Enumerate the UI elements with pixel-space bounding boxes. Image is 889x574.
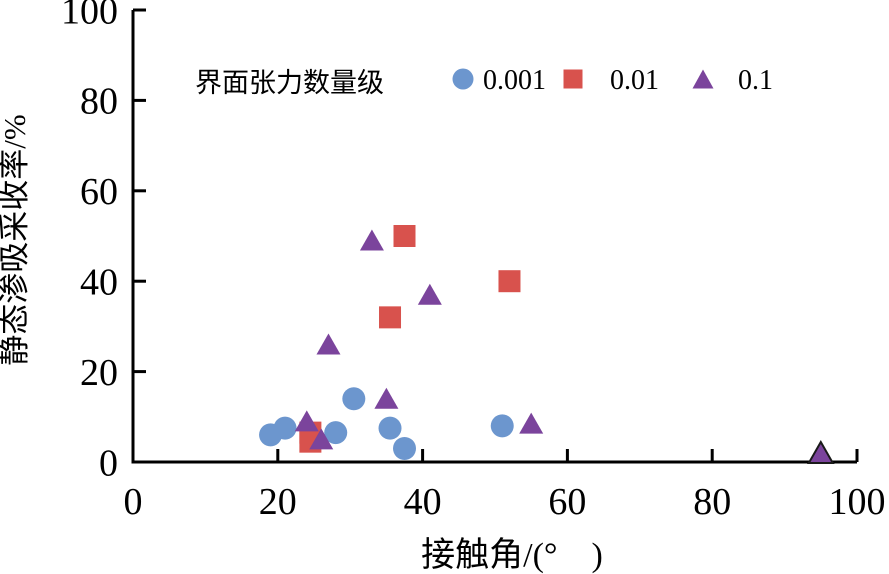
- data-point-triangle: [807, 439, 835, 464]
- x-tick-label: 0: [124, 481, 143, 523]
- y-tick-label: 100: [61, 0, 118, 32]
- data-point-triangle: [294, 410, 319, 432]
- y-tick-label: 0: [99, 442, 118, 484]
- data-point-circle: [393, 436, 416, 460]
- legend-label-0001: 0.001: [483, 65, 546, 96]
- legend-label-001: 0.01: [610, 65, 659, 96]
- data-point-circle: [324, 421, 348, 445]
- y-tick-label: 20: [80, 352, 118, 394]
- data-point-triangle: [359, 229, 384, 251]
- data-point-triangle: [417, 283, 442, 305]
- y-axis-title: 静态渗吸采收率/%: [0, 114, 32, 365]
- x-tick-label: 20: [259, 481, 297, 523]
- y-tick-label: 40: [80, 262, 118, 304]
- data-point-square: [393, 225, 416, 247]
- legend-marker-circle-icon: [452, 68, 474, 90]
- data-point-circle: [342, 387, 366, 411]
- legend-title: 界面张力数量级: [195, 68, 384, 98]
- y-tick-label: 80: [80, 81, 118, 123]
- data-point-triangle: [309, 428, 334, 450]
- data-point-square: [498, 270, 521, 293]
- x-tick-label: 40: [404, 481, 442, 523]
- data-point-triangle: [316, 333, 341, 355]
- data-points: [259, 225, 835, 464]
- data-point-triangle: [519, 412, 544, 434]
- legend-marker-square-icon: [563, 69, 583, 89]
- x-tick-label: 100: [829, 481, 886, 523]
- axes: [131, 8, 859, 464]
- data-point-circle: [378, 416, 402, 440]
- legend-label-01: 0.1: [738, 65, 773, 96]
- axis-spine: [131, 10, 857, 464]
- legend-marker-triangle-icon: [692, 69, 714, 89]
- tick-labels: 0 20 40 60 80 100 0 20 40 60 80 100: [61, 0, 886, 523]
- x-axis-title: 接触角/(° ): [421, 536, 603, 574]
- x-tick-label: 60: [548, 481, 586, 523]
- data-point-circle: [273, 416, 297, 440]
- data-point-triangle: [374, 387, 399, 409]
- x-tick-label: 80: [693, 481, 731, 523]
- data-point-square: [379, 306, 402, 329]
- legend: 界面张力数量级 0.001 0.01 0.1: [195, 65, 773, 98]
- y-tick-label: 60: [80, 171, 118, 213]
- data-point-circle: [490, 414, 514, 438]
